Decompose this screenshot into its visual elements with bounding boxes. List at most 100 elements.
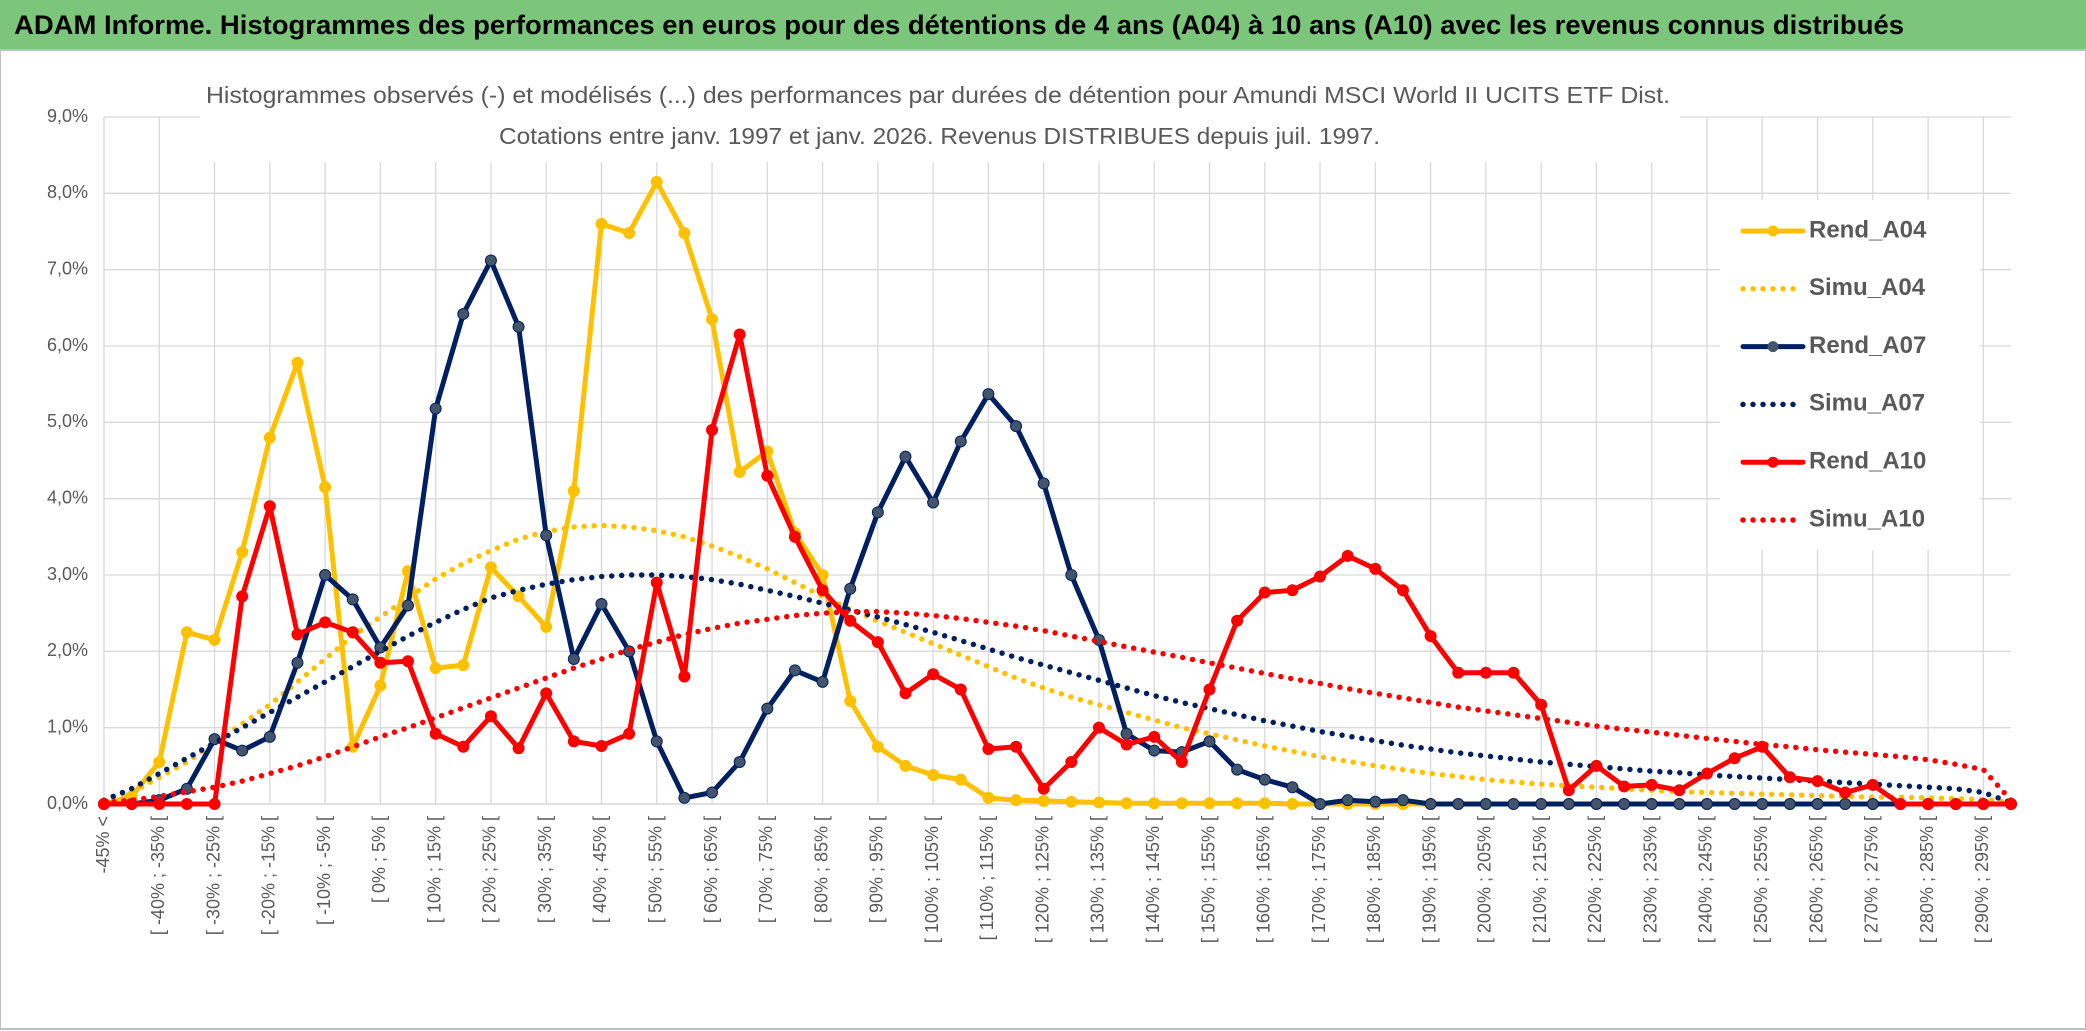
data-point [1507, 798, 1520, 810]
data-point [954, 435, 967, 448]
y-tick-label: 9,0% [47, 106, 88, 126]
data-point [1673, 798, 1686, 810]
data-point [788, 664, 801, 677]
data-point [678, 670, 691, 683]
data-point [678, 227, 691, 240]
data-point [263, 431, 276, 444]
data-point [374, 656, 387, 669]
legend-label: Simu_A10 [1809, 505, 1925, 532]
data-point [1728, 752, 1741, 765]
data-point [1590, 798, 1603, 810]
legend-box [1720, 200, 1980, 550]
data-point [1286, 781, 1299, 794]
data-point [153, 798, 166, 810]
y-tick-label: 2,0% [47, 640, 88, 660]
data-point [1203, 683, 1216, 696]
x-tick-label: [ 270% ; 275% [ [1862, 816, 1882, 943]
data-point [429, 402, 442, 415]
legend-label: Simu_A04 [1809, 274, 1926, 301]
data-point [1369, 795, 1382, 808]
data-point [1258, 797, 1271, 810]
data-point [208, 798, 221, 810]
y-tick-label: 3,0% [47, 564, 88, 584]
data-point [1092, 721, 1105, 734]
data-point [1120, 738, 1133, 751]
data-point [567, 485, 580, 498]
data-point [1065, 756, 1078, 769]
data-point [1010, 794, 1023, 807]
data-point [1175, 756, 1188, 769]
data-point [512, 320, 525, 333]
x-tick-label: [ 20% ; 25% [ [480, 816, 500, 923]
data-point [484, 710, 497, 723]
data-point [844, 582, 857, 595]
data-point [1452, 798, 1465, 810]
data-point [733, 756, 746, 769]
data-point [291, 628, 304, 641]
data-point [816, 675, 829, 688]
data-point [263, 730, 276, 743]
data-point [540, 529, 553, 542]
data-point [1175, 797, 1188, 810]
legend-marker [1767, 456, 1779, 468]
data-point [1618, 798, 1631, 810]
series-line [101, 572, 2014, 806]
series-line [101, 332, 2014, 807]
data-point [1645, 778, 1658, 791]
x-tick-label: [ 280% ; 285% [ [1917, 816, 1937, 943]
data-point [1286, 798, 1299, 810]
data-point [816, 584, 829, 597]
data-point [871, 740, 884, 753]
y-tick-label: 5,0% [47, 411, 88, 431]
data-point [1231, 614, 1244, 627]
data-point [1065, 569, 1078, 581]
data-point [788, 530, 801, 543]
chart-title: ADAM Informe. Histogrammes des performan… [14, 10, 1904, 40]
data-point [567, 735, 580, 748]
data-point [1424, 630, 1437, 643]
data-point [153, 756, 166, 769]
x-tick-label: [ 240% ; 245% [ [1696, 816, 1716, 943]
data-point [1783, 771, 1796, 784]
data-point [899, 687, 912, 700]
data-point [1811, 775, 1824, 788]
data-point [236, 546, 249, 559]
data-point [1866, 798, 1879, 810]
data-point [429, 662, 442, 675]
data-point [595, 217, 608, 230]
data-point [1922, 798, 1935, 810]
data-point [1479, 666, 1492, 679]
data-point [1783, 798, 1796, 810]
x-tick-label: [ -10% ; -5% [ [314, 816, 334, 925]
title-bar [0, 0, 2086, 50]
data-point [319, 616, 332, 629]
data-point [1811, 798, 1824, 810]
data-point [1424, 798, 1437, 810]
data-point [263, 500, 276, 513]
data-point [1590, 759, 1603, 772]
chart-subtitle: Cotations entre janv. 1997 et janv. 2026… [499, 123, 1380, 149]
data-point [1148, 797, 1161, 810]
data-point [1037, 477, 1050, 490]
y-tick-label: 1,0% [47, 716, 88, 736]
x-tick-label: [ 160% ; 165% [ [1254, 816, 1274, 943]
y-tick-label: 4,0% [47, 487, 88, 507]
data-point [1396, 584, 1409, 597]
data-point [540, 687, 553, 700]
x-tick-label: [ 180% ; 185% [ [1364, 816, 1384, 943]
data-point [1479, 798, 1492, 810]
data-point [1286, 584, 1299, 597]
data-point [1894, 798, 1907, 810]
data-point [1258, 773, 1271, 786]
data-point [1452, 666, 1465, 679]
data-point [346, 593, 359, 606]
y-tick-label: 7,0% [47, 258, 88, 278]
data-point [650, 735, 663, 748]
data-point [208, 633, 221, 646]
data-point [678, 791, 691, 804]
x-tick-label: [ 110% ; 115% [ [977, 816, 997, 940]
x-tick-label: [ 40% ; 45% [ [590, 816, 610, 923]
data-point [1120, 727, 1133, 740]
data-point [844, 694, 857, 707]
data-point [484, 561, 497, 574]
